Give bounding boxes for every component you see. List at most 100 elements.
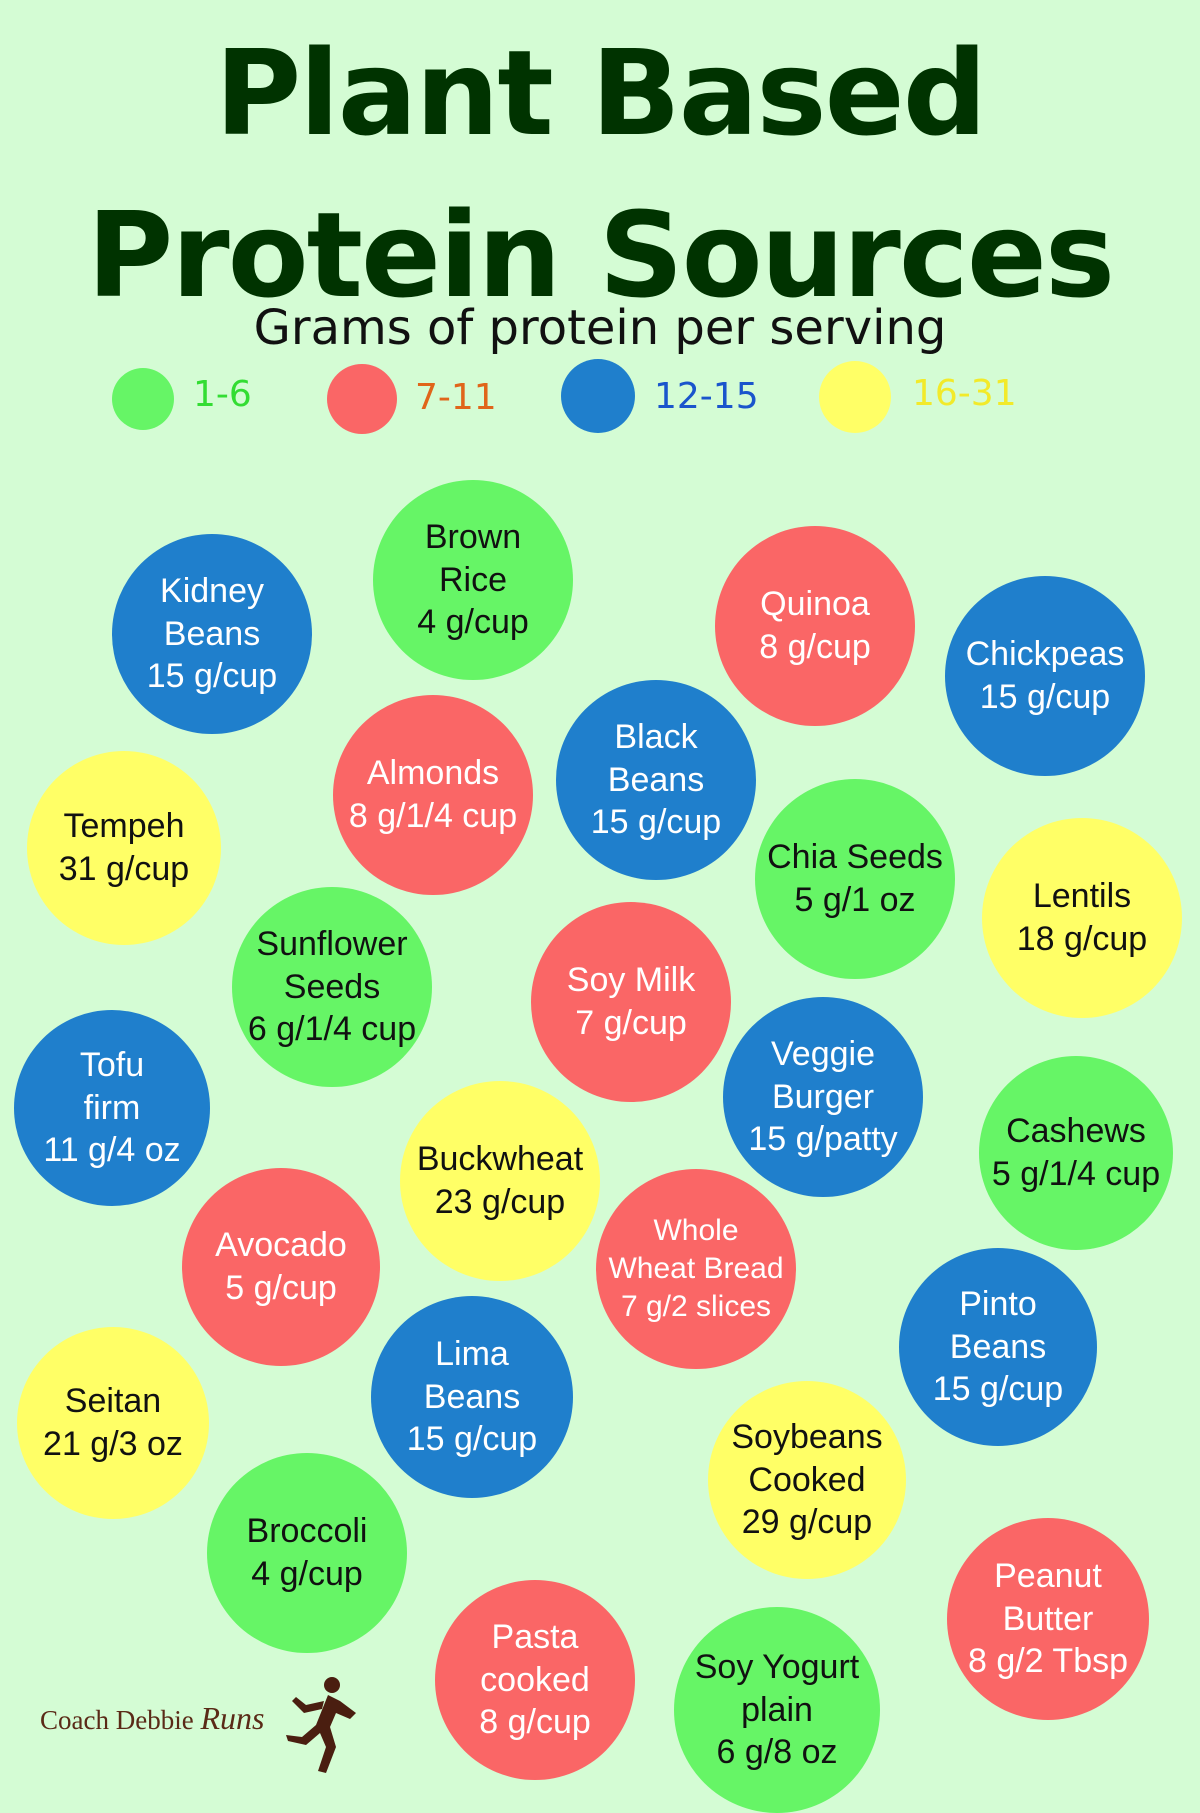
bubble-line: Lima bbox=[435, 1334, 509, 1373]
bubble-line: 8 g/cup bbox=[759, 628, 871, 666]
bubble-line: Buckwheat bbox=[416, 1140, 584, 1179]
subtitle: Grams of protein per serving bbox=[253, 300, 947, 356]
bubble-line: 5 g/cup bbox=[225, 1269, 337, 1307]
bubble-veggie: Veggie Burger 15 g/patty bbox=[723, 997, 923, 1197]
bubble-line: Butter bbox=[1002, 1599, 1094, 1638]
bubble-line: firm bbox=[83, 1088, 141, 1127]
bubble-whole: Whole Wheat Bread 7 g/2 slices bbox=[596, 1169, 796, 1369]
legend-label-12-15: 12-15 bbox=[654, 376, 759, 417]
bubble-line: Wheat Bread bbox=[608, 1252, 784, 1286]
bubble-line: Soy Milk bbox=[566, 961, 696, 1000]
bubble-soy-yogurt: Soy Yogurt plain 6 g/8 oz bbox=[674, 1607, 880, 1813]
legend-label-16-31: 16-31 bbox=[912, 373, 1017, 414]
bubble-cashews: Cashews 5 g/1/4 cup bbox=[979, 1056, 1173, 1250]
bubble-line: Seeds bbox=[283, 967, 381, 1006]
bubble-line: Beans bbox=[163, 614, 261, 653]
bubble-line: 8 g/2 Tbsp bbox=[967, 1642, 1129, 1681]
bubble-line: 15 g/cup bbox=[590, 803, 722, 842]
bubble-line: Whole bbox=[653, 1214, 739, 1248]
bubble-line: Beans bbox=[423, 1377, 521, 1416]
bubble-line: 15 g/cup bbox=[406, 1420, 538, 1459]
bubble-line: Pasta bbox=[491, 1617, 579, 1656]
bubble-line: 6 g/1/4 cup bbox=[247, 1010, 417, 1049]
bubble-line: 29 g/cup bbox=[741, 1503, 873, 1542]
bubble-line: 31 g/cup bbox=[58, 850, 190, 888]
bubble-line: Burger bbox=[771, 1077, 875, 1116]
bubble-line: Peanut bbox=[994, 1556, 1102, 1595]
bubble-line: plain bbox=[741, 1690, 813, 1729]
bubble-line: cooked bbox=[480, 1660, 590, 1699]
bubble-line: 15 g/cup bbox=[979, 678, 1111, 716]
bubble-line: 7 g/2 slices bbox=[620, 1289, 772, 1323]
bubble-line: 5 g/1 oz bbox=[794, 881, 916, 919]
bubble-line: Soy Yogurt bbox=[694, 1647, 860, 1686]
legend-label-7-11: 7-11 bbox=[415, 377, 497, 418]
bubble-soy-milk: Soy Milk 7 g/cup bbox=[531, 902, 731, 1102]
bubble-quinoa: Quinoa 8 g/cup bbox=[715, 526, 915, 726]
bubble-tofu: Tofu firm 11 g/4 oz bbox=[14, 1010, 210, 1206]
bubble-line: 8 g/1/4 cup bbox=[348, 797, 518, 835]
bubble-line: 18 g/cup bbox=[1016, 920, 1148, 958]
bubble-line: Sunflower bbox=[256, 924, 408, 963]
bubble-line: 21 g/3 oz bbox=[43, 1425, 183, 1463]
bubble-line: Brown bbox=[424, 517, 522, 556]
bubble-peanut: Peanut Butter 8 g/2 Tbsp bbox=[947, 1518, 1149, 1720]
bubble-line: Pinto bbox=[959, 1284, 1037, 1323]
title-line-1: Plant Based bbox=[214, 24, 987, 162]
bubble-buckwheat: Buckwheat 23 g/cup bbox=[400, 1081, 600, 1281]
bubble-line: 4 g/cup bbox=[251, 1555, 363, 1593]
bubble-line: 4 g/cup bbox=[417, 603, 529, 642]
bubble-line: Beans bbox=[949, 1327, 1047, 1366]
bubble-line: 7 g/cup bbox=[575, 1004, 687, 1042]
legend-dot-7-11 bbox=[327, 364, 397, 434]
bubble-sunflower: Sunflower Seeds 6 g/1/4 cup bbox=[232, 887, 432, 1087]
bubble-line: Seitan bbox=[64, 1382, 162, 1421]
bubble-line: Tofu bbox=[79, 1045, 145, 1084]
bubble-line: 23 g/cup bbox=[434, 1183, 566, 1221]
bubble-line: 6 g/8 oz bbox=[716, 1733, 838, 1772]
bubble-line: 15 g/patty bbox=[748, 1120, 898, 1159]
bubble-line: Chickpeas bbox=[965, 635, 1125, 674]
bubble-line: Rice bbox=[438, 560, 508, 599]
bubble-line: Lentils bbox=[1032, 877, 1132, 916]
bubble-avocado: Avocado 5 g/cup bbox=[182, 1168, 380, 1366]
legend-label-1-6: 1-6 bbox=[193, 374, 252, 415]
bubble-pinto: Pinto Beans 15 g/cup bbox=[899, 1248, 1097, 1446]
bubble-black: Black Beans 15 g/cup bbox=[556, 680, 756, 880]
bubble-line: Veggie bbox=[771, 1034, 875, 1073]
bubble-line: 15 g/cup bbox=[146, 657, 278, 696]
bubble-seitan: Seitan 21 g/3 oz bbox=[17, 1327, 209, 1519]
bubble-chickpeas: Chickpeas 15 g/cup bbox=[945, 576, 1145, 776]
bubble-line: Kidney bbox=[160, 571, 264, 610]
bubble-line: 15 g/cup bbox=[932, 1370, 1064, 1409]
bubble-line: Chia Seeds bbox=[767, 838, 943, 877]
bubble-line: 11 g/4 oz bbox=[43, 1131, 181, 1170]
logo: Coach Debbie Runs bbox=[40, 1700, 264, 1737]
bubble-kidney: Kidney Beans 15 g/cup bbox=[112, 534, 312, 734]
bubble-line: Cashews bbox=[1006, 1112, 1146, 1151]
legend-dot-1-6 bbox=[112, 368, 174, 430]
legend-dot-12-15 bbox=[561, 359, 635, 433]
bubble-line: Cooked bbox=[748, 1460, 866, 1499]
bubble-soybeans: Soybeans Cooked 29 g/cup bbox=[708, 1381, 906, 1579]
bubble-line: Avocado bbox=[215, 1226, 347, 1265]
bubble-almonds: Almonds 8 g/1/4 cup bbox=[333, 695, 533, 895]
bubble-line: Almonds bbox=[366, 754, 500, 793]
bubble-pasta: Pasta cooked 8 g/cup bbox=[435, 1580, 635, 1780]
bubble-tempeh: Tempeh 31 g/cup bbox=[27, 751, 221, 945]
legend-dot-16-31 bbox=[819, 361, 891, 433]
bubble-line: 8 g/cup bbox=[479, 1703, 591, 1742]
bubble-chia-seeds: Chia Seeds 5 g/1 oz bbox=[755, 779, 955, 979]
bubble-line: Black bbox=[614, 717, 698, 756]
runner-icon bbox=[286, 1677, 356, 1773]
bubble-broccoli: Broccoli 4 g/cup bbox=[207, 1453, 407, 1653]
title-line-2: Protein Sources bbox=[86, 186, 1115, 324]
bubble-brown: Brown Rice 4 g/cup bbox=[373, 480, 573, 680]
bubble-line: Broccoli bbox=[246, 1512, 368, 1551]
bubble-line: Tempeh bbox=[63, 807, 185, 846]
bubble-lima: Lima Beans 15 g/cup bbox=[371, 1296, 573, 1498]
logo-text: Coach Debbie bbox=[40, 1705, 194, 1735]
bubble-line: Quinoa bbox=[760, 585, 870, 624]
bubble-line: Beans bbox=[607, 760, 705, 799]
bubble-line: 5 g/1/4 cup bbox=[991, 1155, 1161, 1193]
